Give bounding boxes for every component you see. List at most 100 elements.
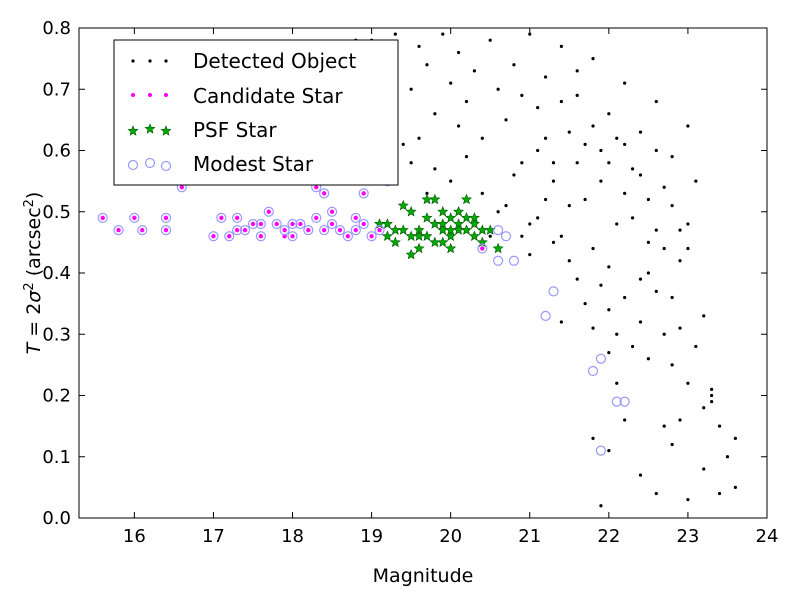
data-point (456, 50, 461, 55)
data-point (326, 206, 338, 217)
data-point (377, 227, 382, 233)
data-point (350, 212, 361, 223)
legend-label-modest: Modest Star (193, 152, 314, 176)
data-point (366, 231, 377, 242)
data-point (464, 99, 469, 104)
data-point (559, 99, 563, 104)
y-axis-label-eq: = 2 (23, 303, 45, 343)
data-point (583, 142, 587, 146)
data-point (405, 205, 417, 217)
legend-entry-candidate: Candidate Star (131, 84, 343, 108)
data-point (361, 191, 366, 196)
y-tick-label: 0.2 (42, 386, 71, 407)
data-point (493, 255, 504, 266)
data-point (702, 406, 706, 410)
data-point (329, 209, 335, 214)
x-tick-label: 19 (360, 526, 383, 547)
data-point (575, 69, 579, 73)
data-point (464, 155, 469, 159)
data-point (662, 185, 666, 189)
data-point (686, 222, 690, 226)
data-point (306, 227, 311, 233)
data-point (591, 246, 595, 251)
data-point (575, 93, 579, 97)
data-point (421, 193, 433, 205)
data-point (512, 173, 516, 177)
data-point (132, 215, 137, 221)
y-tick-label: 0.7 (42, 79, 71, 100)
data-point (433, 112, 437, 116)
data-point (321, 191, 327, 196)
data-point (702, 314, 706, 318)
y-tick-label: 0.5 (42, 202, 71, 223)
data-point (670, 363, 674, 367)
data-point (520, 93, 524, 97)
data-point (496, 210, 500, 214)
data-point (662, 246, 666, 251)
data-point (599, 179, 603, 183)
data-point (298, 221, 303, 227)
x-tick-label: 21 (518, 526, 541, 547)
data-point (686, 498, 690, 502)
data-point (409, 87, 413, 91)
data-point (543, 136, 548, 140)
data-point (678, 326, 682, 330)
data-point (638, 173, 643, 177)
data-point (540, 310, 551, 321)
data-point (100, 215, 105, 221)
data-point (361, 221, 366, 227)
data-point (607, 161, 611, 165)
data-point (638, 130, 643, 134)
legend-marker-modest (160, 160, 172, 172)
data-point (662, 424, 666, 428)
data-point (358, 188, 369, 199)
data-point (543, 197, 548, 202)
data-point (678, 228, 682, 232)
data-point (140, 227, 145, 233)
y-axis-label: T = 2σ2 (arcsec2) (22, 192, 46, 355)
data-point (575, 277, 579, 281)
data-point (374, 225, 385, 236)
data-point (208, 231, 219, 242)
data-point (453, 205, 465, 217)
data-point (638, 277, 643, 281)
data-point (303, 225, 314, 236)
data-point (329, 221, 335, 227)
data-point (599, 283, 603, 287)
data-point (468, 218, 480, 229)
x-tick-label: 16 (123, 526, 146, 547)
data-point (615, 332, 619, 336)
data-point (646, 357, 650, 361)
data-point (350, 225, 361, 236)
data-point (255, 231, 266, 242)
legend-marker-detected (164, 59, 168, 63)
legend-marker-psf (127, 125, 139, 136)
data-point (607, 351, 611, 355)
data-point (263, 206, 274, 217)
data-point (279, 225, 290, 236)
data-point (137, 225, 148, 236)
data-point (670, 155, 674, 159)
legend-marker-candidate (164, 93, 168, 97)
data-point (551, 161, 556, 165)
series-layer (97, 32, 737, 508)
data-point (710, 400, 714, 404)
data-point (460, 193, 473, 205)
data-point (476, 224, 488, 235)
data-point (725, 455, 730, 459)
data-point (646, 271, 650, 275)
data-point (536, 148, 540, 153)
legend-entry-modest: Modest Star (127, 152, 314, 176)
data-point (445, 212, 457, 223)
data-point (488, 234, 492, 238)
data-point (449, 179, 453, 183)
data-point (536, 106, 540, 110)
data-point (116, 227, 121, 233)
data-point (369, 234, 374, 239)
y-axis-label-var: T (23, 341, 45, 354)
data-point (619, 396, 630, 407)
y-axis-label-sup2: 2 (22, 199, 37, 207)
data-point (500, 231, 512, 242)
data-point (358, 218, 369, 230)
data-point (615, 136, 619, 140)
